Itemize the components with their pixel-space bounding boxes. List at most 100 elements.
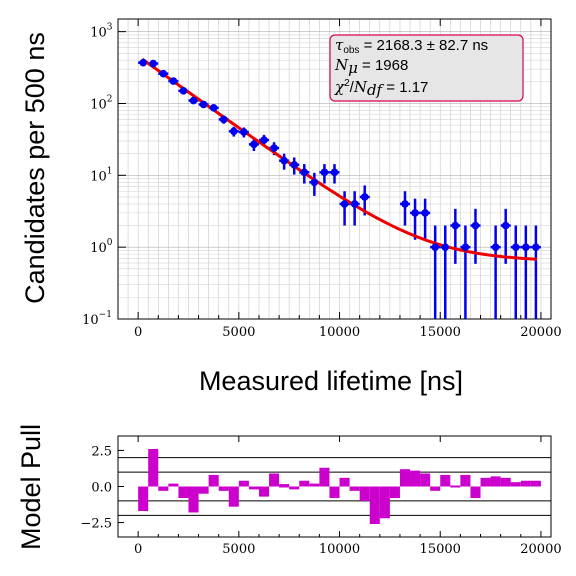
x-tick-label: 15000 (420, 325, 461, 340)
data-point (421, 209, 429, 217)
data-point (219, 115, 228, 124)
data-point (280, 156, 288, 165)
data-points (139, 58, 540, 251)
pull-x-tick-label: 5000 (222, 542, 255, 557)
pull-y-tick-label: −2.5 (80, 517, 112, 532)
pull-bar (450, 485, 461, 488)
data-point (139, 58, 147, 67)
pull-bar (168, 483, 179, 487)
x-tick-label: 20000 (520, 325, 561, 340)
pull-bar (279, 484, 290, 488)
x-tick-label: 10000 (319, 325, 360, 340)
data-point (511, 243, 520, 251)
y-tick-label: 103 (90, 23, 113, 41)
pull-bar (389, 486, 400, 499)
data-point (471, 221, 480, 230)
data-point (250, 140, 258, 149)
data-point (360, 193, 369, 201)
pull-bar (198, 486, 209, 494)
pull-bar (238, 480, 249, 487)
data-point (159, 69, 168, 78)
data-point (300, 168, 309, 177)
pull-bar (420, 473, 431, 487)
data-point (501, 221, 510, 230)
pull-bar (339, 477, 350, 487)
pull-bar (520, 480, 531, 487)
pull-bar (218, 486, 229, 491)
data-point (189, 96, 198, 105)
pull-bar (319, 467, 330, 487)
stat-n: Nμ = 1968 (334, 56, 408, 77)
data-point (340, 200, 349, 208)
pull-bars (138, 448, 541, 525)
pull-bar (138, 486, 149, 512)
data-point (320, 168, 329, 177)
main-y-axis-label: Candidates per 500 ns (20, 32, 50, 304)
x-tick-label: 0 (134, 325, 142, 340)
pull-y-tick-label: 2.5 (91, 444, 112, 459)
data-point (270, 144, 278, 152)
data-point (522, 243, 530, 251)
y-tick-label: 102 (90, 94, 112, 112)
pull-y-axis-label: Model Pull (16, 424, 46, 550)
pull-bar (460, 474, 471, 487)
data-point (209, 104, 218, 112)
pull-x-tick-label: 15000 (420, 542, 461, 557)
y-tick-label: 101 (90, 166, 112, 184)
pull-bar (530, 480, 541, 487)
y-tick-label: 100 (90, 238, 113, 256)
pull-bar (430, 486, 441, 491)
pull-bar (500, 477, 511, 487)
data-point (411, 209, 419, 217)
data-point (230, 127, 238, 136)
pull-bar (158, 486, 169, 491)
pull-bar (248, 486, 259, 490)
pull-x-tick-label: 0 (134, 542, 142, 557)
data-point (310, 178, 319, 187)
data-point (441, 243, 450, 251)
pull-x-tick-label: 20000 (520, 542, 561, 557)
data-point (431, 243, 439, 251)
pull-plot-frame (117, 435, 552, 538)
pull-bar (329, 486, 340, 499)
pull-bar (188, 486, 199, 513)
pull-bar (399, 469, 411, 487)
data-point (461, 243, 470, 251)
pull-bar (178, 486, 189, 499)
pull-bar (410, 470, 421, 487)
y-tick-label: 10−1 (82, 310, 112, 328)
pull-bar (228, 486, 239, 507)
stats-box-frame (329, 34, 524, 102)
pull-bar (349, 486, 360, 491)
pull-bar (470, 486, 481, 499)
main-plot-frame (117, 18, 552, 320)
pull-bar (490, 476, 501, 487)
data-point (401, 200, 409, 208)
pull-bar (369, 486, 380, 525)
data-point (240, 128, 248, 136)
data-point (330, 168, 339, 177)
data-point (179, 87, 188, 95)
data-point (260, 136, 268, 144)
data-point (290, 161, 299, 169)
pull-x-tick-label: 10000 (319, 542, 360, 557)
pull-bar (510, 482, 521, 487)
pull-bar (309, 483, 320, 487)
data-point (532, 243, 540, 251)
data-point (199, 100, 208, 109)
stat-chi2: χ2/Ndf = 1.17 (334, 78, 428, 99)
pull-y-tick-label: 0.0 (91, 481, 112, 496)
main-ticks: 0 5000 10000 15000 20000 103 102 101 100 10−1 (82, 19, 562, 340)
data-point (350, 200, 359, 208)
pull-bar (480, 477, 491, 487)
data-point (169, 77, 178, 85)
stat-tau: τobs = 2168.3 ± 82.7 ns (335, 36, 488, 56)
pull-bar (258, 486, 270, 497)
pull-bar (440, 474, 451, 487)
x-tick-label: 5000 (222, 325, 255, 340)
stats-box: τobs = 2168.3 ± 82.7 ns Nμ = 1968 χ2/Ndf… (329, 34, 524, 102)
data-point (451, 221, 460, 230)
data-point (149, 59, 158, 68)
pull-ticks: 0 5000 10000 15000 20000 2.5 0.0 −2.5 (80, 436, 562, 557)
